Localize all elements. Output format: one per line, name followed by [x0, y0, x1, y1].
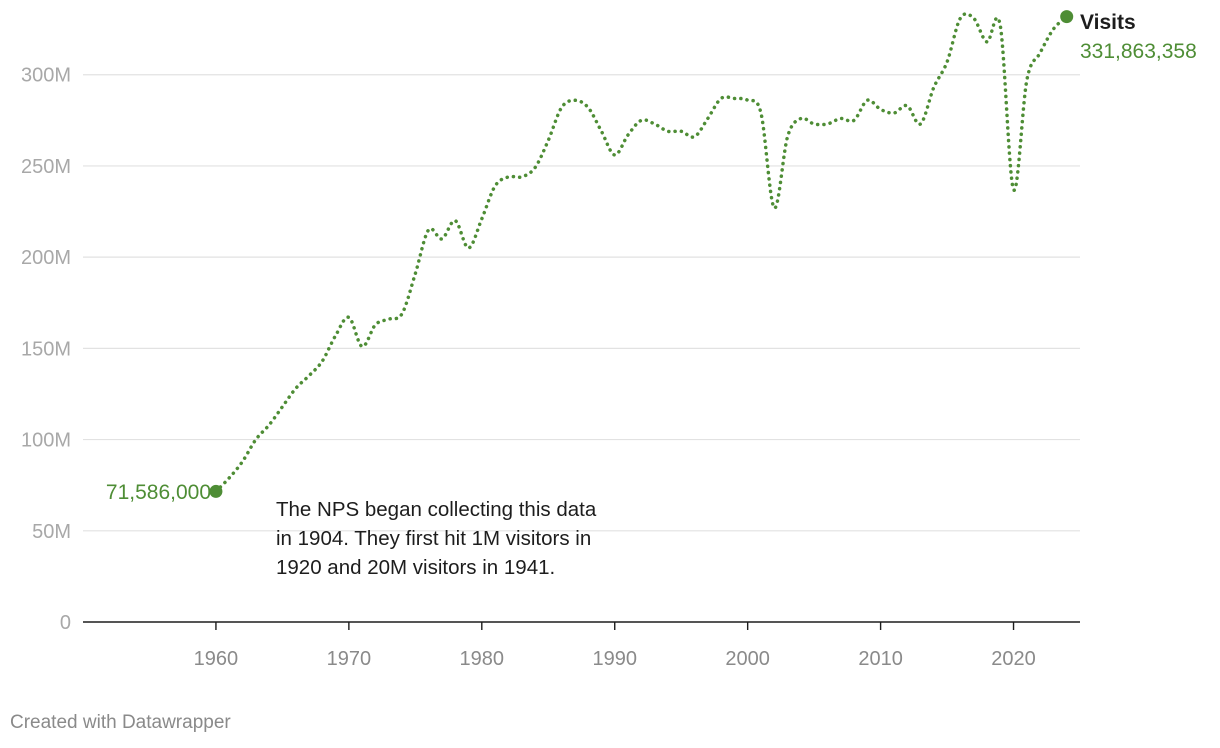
line-chart: 0 50M 100M 150M 200M 250M 300M 1960 1970 1980 199… — [21, 10, 1197, 670]
start-value-label: 71,586,000 — [106, 481, 211, 504]
y-tick-label: 100M — [21, 430, 71, 452]
annotation-line: in 1904. They first hit 1M visitors in — [276, 527, 592, 550]
start-point-marker — [209, 484, 223, 498]
x-tick-label: 2020 — [991, 648, 1036, 670]
end-point-marker — [1060, 10, 1074, 24]
y-tick-label: 200M — [21, 247, 71, 269]
annotation-line: 1920 and 20M visitors in 1941. — [276, 556, 556, 579]
series-name-label: Visits — [1080, 11, 1136, 34]
x-axis: 1960 1970 1980 1990 2000 2010 2020 — [83, 621, 1080, 670]
end-value-label: 331,863,358 — [1080, 40, 1197, 63]
series-lines — [214, 12, 1069, 494]
y-tick-label: 150M — [21, 338, 71, 360]
x-tick-label: 1990 — [592, 648, 637, 670]
y-tick-label: 250M — [21, 156, 71, 178]
series-markers — [209, 10, 1074, 498]
x-tick-label: 1980 — [460, 648, 505, 670]
x-tick-label: 2000 — [725, 648, 770, 670]
x-tick-label: 1970 — [327, 648, 372, 670]
x-tick-label: 2010 — [858, 648, 903, 670]
y-tick-label: 50M — [32, 521, 71, 543]
gridlines — [83, 74, 1080, 532]
chart-annotation: The NPS began collecting this data in 19… — [276, 495, 676, 582]
annotation-line: The NPS began collecting this data — [276, 498, 597, 521]
series-labels: Visits 331,863,358 71,586,000 — [106, 11, 1197, 504]
footer-credit: Created with Datawrapper — [10, 712, 231, 733]
y-tick-label: 300M — [21, 65, 71, 87]
series-line — [214, 12, 1069, 494]
x-tick-label: 1960 — [194, 648, 239, 670]
y-tick-label: 0 — [60, 612, 71, 634]
y-axis-tick-labels: 0 50M 100M 150M 200M 250M 300M — [21, 65, 71, 634]
